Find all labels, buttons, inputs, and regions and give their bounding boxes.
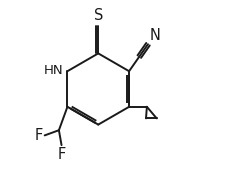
Text: S: S [94, 9, 103, 23]
Text: F: F [35, 128, 43, 143]
Text: F: F [57, 147, 66, 162]
Text: HN: HN [43, 64, 63, 77]
Text: N: N [150, 28, 161, 43]
